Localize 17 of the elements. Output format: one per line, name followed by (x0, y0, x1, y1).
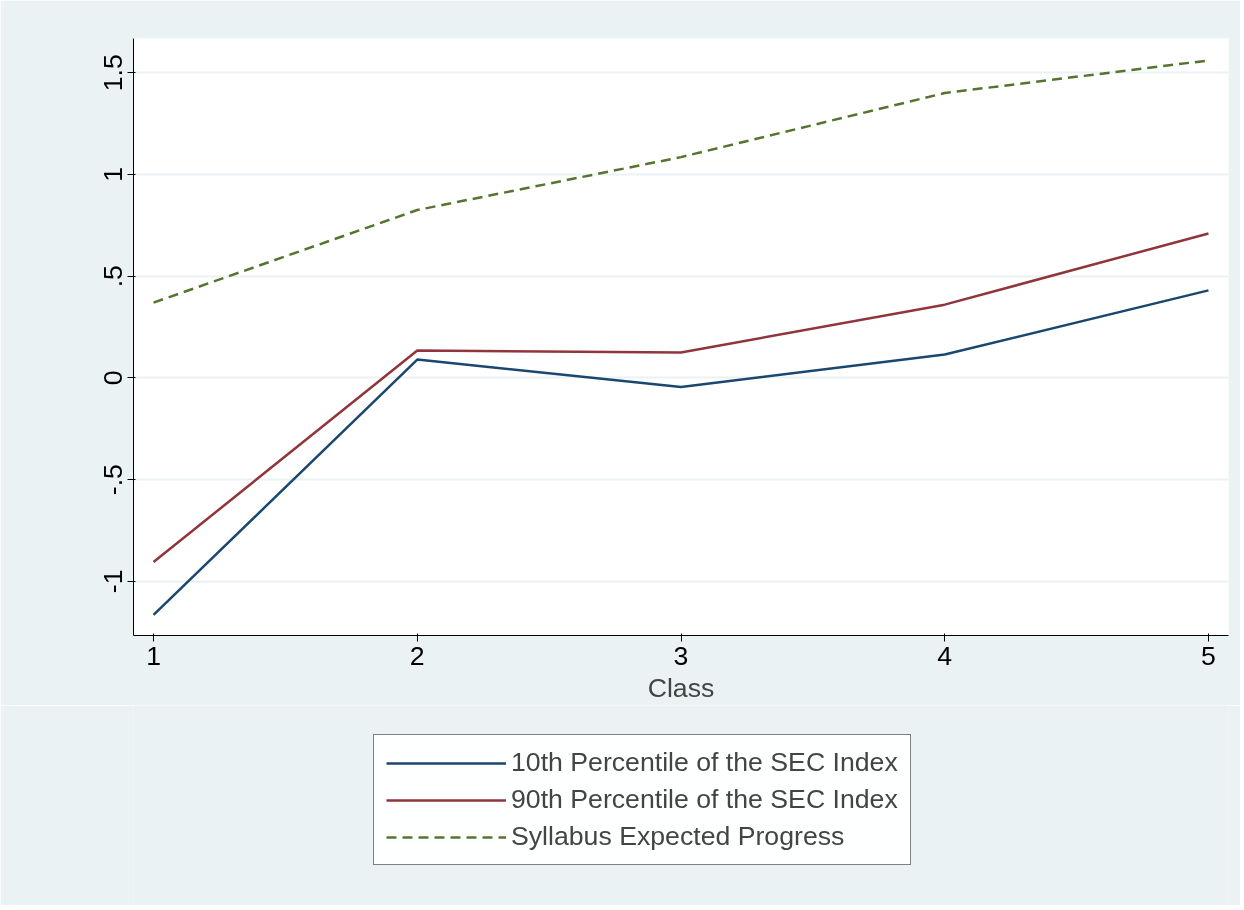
y-tick-label: 0 (98, 370, 129, 386)
x-tick-label: 4 (937, 640, 953, 671)
y-tick-label: .5 (98, 265, 129, 288)
x-axis-title: Class (647, 672, 715, 703)
legend-label: 10th Percentile of the SEC Index (511, 747, 898, 778)
line-series (152, 289, 1210, 617)
y-tick-label: 1.5 (98, 54, 129, 92)
y-tick-label: -1 (98, 569, 129, 594)
x-tick-label: 2 (409, 640, 425, 671)
legend-label: 90th Percentile of the SEC Index (511, 784, 898, 815)
line-series (152, 232, 1210, 564)
legend-label: Syllabus Expected Progress (511, 821, 845, 852)
x-tick-label: 1 (146, 640, 161, 671)
y-tick-label: -.5 (98, 464, 129, 496)
y-tick-label: 1 (98, 167, 129, 182)
x-tick-label: 3 (673, 640, 689, 671)
x-tick-label: 5 (1201, 640, 1216, 671)
